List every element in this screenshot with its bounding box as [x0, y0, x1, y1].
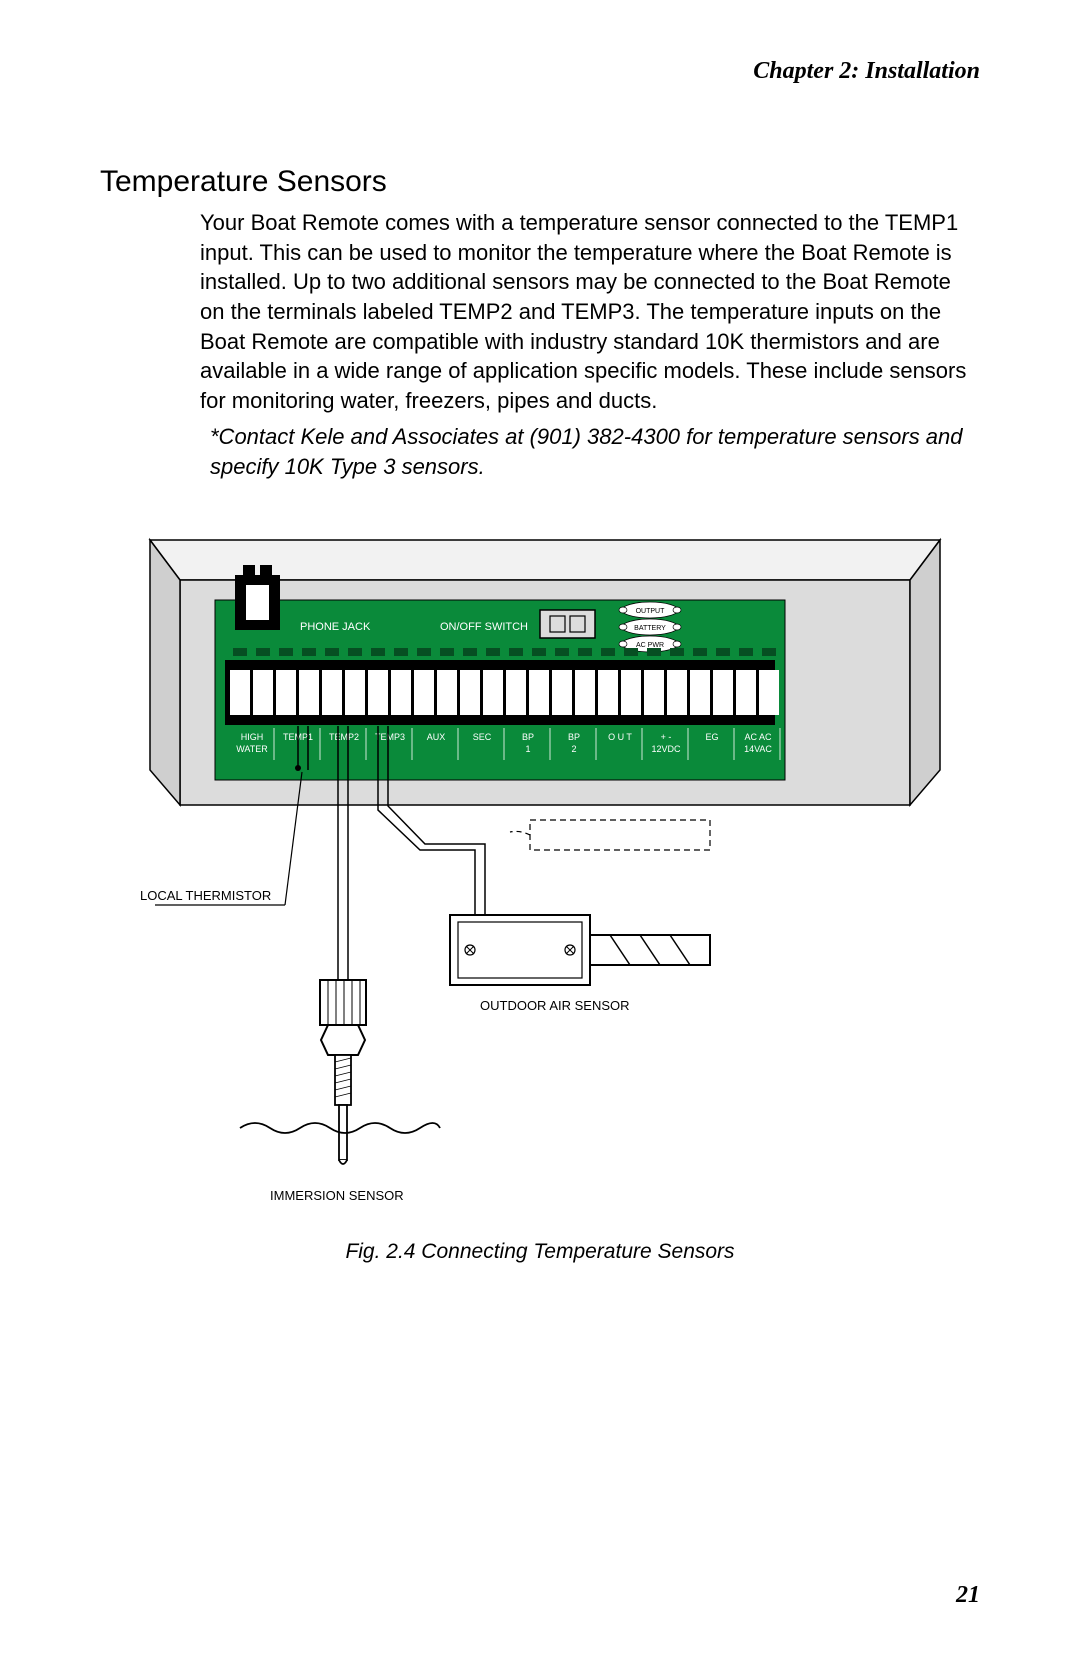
wiring-diagram: PHONE JACK ON/OFF SWITCH OUTPUT BATTERY … [120, 510, 970, 1230]
svg-text:EG: EG [705, 732, 718, 742]
svg-text:+ -: + - [661, 732, 672, 742]
svg-text:TEMP3: TEMP3 [375, 732, 405, 742]
svg-text:12VDC: 12VDC [651, 744, 681, 754]
immersion-label: IMMERSION SENSOR [270, 1188, 404, 1203]
svg-text:OUTPUT: OUTPUT [636, 608, 666, 615]
body-paragraph: Your Boat Remote comes with a temperatur… [200, 208, 980, 416]
on-off-label: ON/OFF SWITCH [440, 621, 528, 633]
page-header: Chapter 2: Installation [753, 58, 980, 85]
svg-text:O U T: O U T [608, 732, 632, 742]
svg-text:AUX: AUX [427, 732, 446, 742]
note-text: *Contact Kele and Associates at (901) 38… [210, 422, 980, 481]
svg-text:AC PWR: AC PWR [636, 642, 664, 649]
outdoor-air-label: OUTDOOR AIR SENSOR [480, 998, 630, 1013]
svg-text:BP: BP [568, 732, 580, 742]
svg-text:SEC: SEC [473, 732, 492, 742]
svg-text:1: 1 [525, 744, 530, 754]
svg-text:BP: BP [522, 732, 534, 742]
svg-text:TEMP2: TEMP2 [329, 732, 359, 742]
svg-text:14VAC: 14VAC [744, 744, 772, 754]
phone-jack-label: PHONE JACK [300, 621, 371, 633]
local-thermistor-label: LOCAL THERMISTOR [140, 888, 271, 903]
page-number: 21 [956, 1582, 980, 1609]
led-labels: OUTPUT BATTERY AC PWR [619, 602, 681, 652]
section-title: Temperature Sensors [100, 165, 387, 199]
svg-text:HIGH: HIGH [241, 732, 264, 742]
figure-caption: Fig. 2.4 Connecting Temperature Sensors [0, 1240, 1080, 1264]
svg-text:2: 2 [571, 744, 576, 754]
svg-text:WATER: WATER [236, 744, 268, 754]
svg-text:BATTERY: BATTERY [634, 625, 666, 632]
svg-text:AC AC: AC AC [744, 732, 772, 742]
